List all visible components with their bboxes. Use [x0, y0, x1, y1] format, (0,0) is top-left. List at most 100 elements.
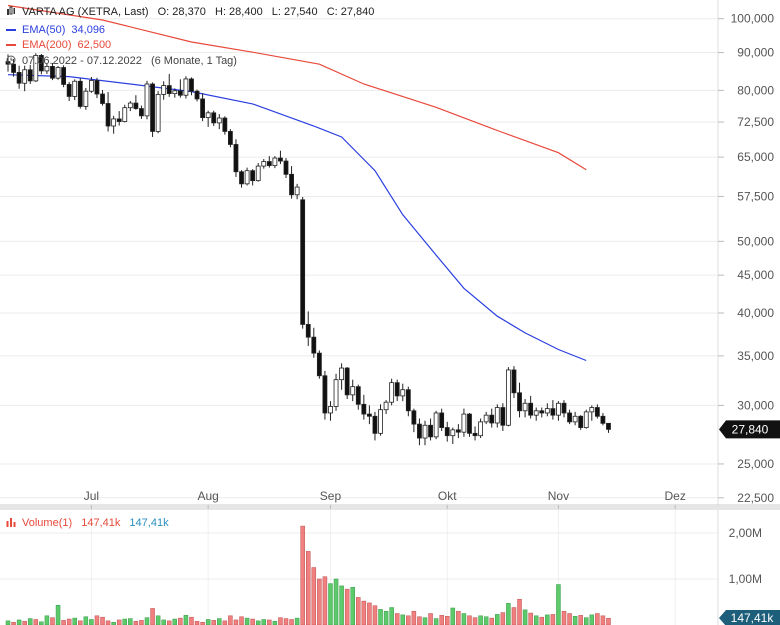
candle-body: [333, 379, 339, 407]
candle-body: [439, 412, 445, 428]
candle-body: [572, 415, 578, 423]
y-tick-label: 50,000: [737, 234, 774, 248]
volume-value-up: 147,41k: [129, 517, 169, 529]
x-tick-label: Nov: [548, 489, 569, 503]
candle-body: [544, 408, 550, 414]
ema50-legend[interactable]: EMA(50) 34,096: [6, 24, 111, 36]
candle-body: [166, 85, 172, 95]
candle-body: [155, 94, 161, 132]
volume-bar: [228, 615, 233, 625]
y-tick-label: 45,000: [737, 268, 774, 282]
volume-bar: [433, 618, 439, 625]
candle-body: [172, 90, 178, 95]
volume-bar: [89, 619, 94, 625]
candle-body: [289, 173, 294, 196]
candle-body: [483, 414, 489, 423]
candle-body: [66, 84, 72, 97]
volume-bar: [300, 525, 305, 625]
x-tick-label: Aug: [197, 489, 218, 503]
volume-bar: [22, 621, 27, 625]
volume-bar: [550, 614, 556, 625]
candle-body: [400, 389, 406, 397]
date-range-detail: (6 Monate, 1 Tag): [150, 55, 237, 67]
ema200-line: [7, 4, 587, 171]
volume-bar: [139, 620, 144, 625]
volume-bar: [44, 615, 50, 625]
volume-bar: [72, 617, 77, 625]
candle-body: [522, 402, 528, 412]
volume-axis-labels: 1,00M 2,00M 147,41k: [719, 526, 780, 625]
candlestick-icon: [6, 6, 16, 16]
volume-y-tick-label: 1,00M: [729, 572, 762, 586]
volume-bar: [328, 583, 333, 625]
candle-body: [383, 401, 389, 411]
volume-bar: [428, 613, 433, 625]
ema200-label: EMA(200): [22, 39, 72, 51]
y-tick-label: 25,000: [737, 457, 774, 471]
volume-bar: [189, 616, 194, 625]
volume-bar: [250, 618, 255, 625]
candle-body: [222, 117, 228, 132]
candle-body: [127, 102, 133, 109]
x-tick-label: Dez: [665, 489, 686, 503]
candle-body: [606, 422, 611, 430]
candle-body: [22, 69, 28, 84]
volume-bar: [589, 614, 595, 625]
volume-bar: [561, 610, 567, 625]
low-value: L: 27,540: [271, 6, 318, 18]
volume-bar: [450, 607, 456, 625]
candle-body: [77, 80, 83, 107]
last-price-badge-bg: [719, 420, 780, 439]
candle-body: [505, 369, 511, 426]
volume-last-badge-bg: [719, 610, 780, 625]
candle-body: [478, 421, 484, 437]
candle-body: [216, 117, 222, 124]
volume-bar: [311, 567, 317, 625]
volume-bar: [417, 616, 422, 625]
volume-bar: [400, 614, 406, 625]
candle-body: [150, 83, 155, 132]
candle-body: [366, 413, 372, 417]
volume-bar: [5, 620, 11, 625]
volume-bar: [172, 618, 178, 625]
candle-body: [189, 78, 194, 92]
volume-value-down: 147,41k: [81, 517, 121, 529]
volume-bar: [567, 613, 572, 625]
candle-body: [233, 144, 239, 173]
x-tick-label: Sep: [320, 489, 342, 503]
candle-body: [467, 413, 472, 434]
candle-body: [472, 432, 478, 437]
volume-bar: [150, 608, 155, 625]
volume-bar: [483, 616, 489, 625]
volume-bar: [500, 612, 506, 625]
ema200-value: 62,500: [77, 39, 112, 51]
volume-bar: [467, 615, 472, 625]
candle-body: [528, 402, 534, 416]
candle-body: [322, 375, 328, 414]
candle-body: [183, 78, 189, 96]
volume-bar: [522, 609, 528, 625]
volume-bar: [333, 578, 339, 625]
volume-bar: [595, 613, 600, 625]
candle-body: [405, 389, 411, 412]
volume-bar: [606, 617, 611, 625]
volume-bar: [128, 618, 133, 625]
ema200-path: [7, 4, 587, 171]
candle-body: [372, 415, 378, 434]
volume-bar: [133, 621, 139, 625]
candle-body: [461, 413, 467, 433]
ema200-legend[interactable]: EMA(200) 62,500: [6, 39, 117, 51]
candle-body: [283, 160, 289, 175]
volume-bar: [116, 619, 122, 625]
volume-bar: [205, 619, 211, 625]
candle-body: [428, 424, 433, 438]
candle-body: [250, 170, 256, 182]
candle-body: [105, 103, 111, 127]
candle-body: [139, 108, 144, 117]
last-price-badge: 27,840: [719, 420, 780, 439]
candle-body: [94, 80, 100, 95]
candle-body: [578, 415, 584, 428]
volume-bar: [61, 620, 66, 625]
volume-bar: [361, 600, 367, 625]
